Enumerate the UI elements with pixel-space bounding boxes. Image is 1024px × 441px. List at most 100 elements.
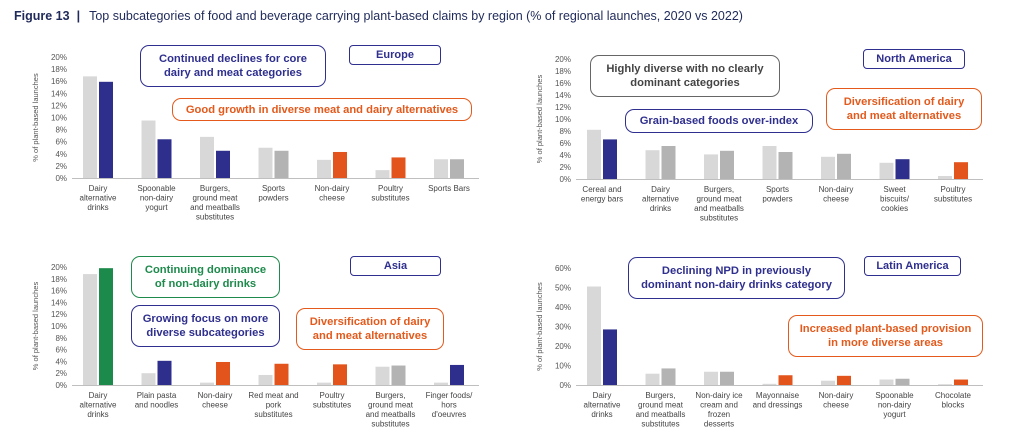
category-label: yogurt (883, 410, 906, 419)
category-label: substitutes (700, 214, 738, 223)
bar-2022 (720, 371, 734, 385)
callout-line: Declining NPD in previously (661, 265, 812, 277)
y-tick-label: 14% (555, 91, 571, 100)
bar-2022 (450, 159, 464, 178)
category-label: and meatballs (636, 410, 686, 419)
category-label: Spoonable (137, 184, 176, 193)
category-label: Sports (262, 184, 285, 193)
bar-2020 (141, 120, 156, 178)
chart-europe: 0% 2% 4% 6% 8% 10% 12% 14% 16% 18% 20% % of plant-b… (31, 53, 479, 222)
y-tick-label: 8% (55, 126, 67, 135)
chart-north-america: 0% 2% 4% 6% 8% 10% 12% 14% 16% 18% 20% % of plant-b… (535, 55, 983, 223)
y-tick-label: 60% (555, 264, 571, 273)
y-tick-label: 6% (55, 138, 67, 147)
callout-line: dominant categories (630, 77, 740, 89)
category-label: ground meat (368, 401, 414, 410)
category-label: Non-dairy (819, 185, 854, 194)
category-label: alternative (642, 195, 679, 204)
category-label: Non-dairy ice (695, 391, 743, 400)
category-label: Spoonable (875, 391, 914, 400)
category-label: Plain pasta (137, 391, 177, 400)
bar-2022 (954, 379, 968, 385)
y-tick-label: 0% (55, 174, 67, 183)
y-tick-label: 4% (559, 151, 571, 160)
callout-na-diversification: Diversification of dairy and meat alterna… (826, 88, 982, 130)
category-label: Burgers, (704, 185, 734, 194)
bar-2020 (938, 384, 952, 385)
category-label: Poultry (941, 185, 966, 194)
bar-2020 (200, 136, 214, 178)
category-label: Poultry (378, 184, 403, 193)
category-label: Burgers, (375, 391, 405, 400)
category-label: drinks (650, 204, 671, 213)
category-label: substitutes (371, 420, 409, 429)
category-label: non-dairy (878, 401, 911, 410)
y-tick-label: 20% (51, 53, 67, 62)
y-tick-label: 6% (559, 139, 571, 148)
bar-2020 (704, 371, 718, 385)
bar-2020 (587, 286, 601, 385)
category-label: Dairy (593, 391, 612, 400)
category-label: drinks (591, 410, 612, 419)
bar-2020 (938, 176, 952, 179)
y-tick-label: 30% (555, 323, 571, 332)
bar-2020 (879, 379, 894, 385)
category-label: pork (266, 401, 283, 410)
y-tick-label: 10% (555, 115, 571, 124)
category-label: ground meat (638, 401, 684, 410)
bar-2020 (821, 156, 835, 179)
bar-2020 (434, 159, 448, 178)
callout-line: Good growth in diverse meat and dairy al… (185, 103, 459, 116)
category-label: Non-dairy (315, 184, 350, 193)
category-label: Sports (766, 185, 789, 194)
region-label-latin-america: Latin America (864, 256, 961, 276)
y-tick-label: 16% (555, 79, 571, 88)
bar-2020 (587, 129, 601, 179)
category-label: biscuits/ (880, 195, 910, 204)
category-label: powders (258, 194, 288, 203)
bar-2022 (157, 360, 172, 385)
category-label: Burgers, (200, 184, 230, 193)
category-label: non-dairy (140, 194, 173, 203)
category-label: substitutes (313, 401, 351, 410)
y-tick-label: 8% (55, 334, 67, 343)
bar-2020 (200, 382, 214, 385)
y-tick-label: 8% (559, 127, 571, 136)
callout-asia-diversification: Diversification of dairy and meat alterna… (296, 308, 444, 350)
bar-2022 (391, 157, 406, 178)
figure-label: Figure 13 (14, 9, 70, 23)
bar-2022 (778, 375, 793, 385)
bar-2022 (837, 375, 851, 385)
bar-2022 (216, 150, 230, 178)
y-tick-label: 14% (51, 298, 67, 307)
y-axis-label: % of plant-based launches (31, 282, 40, 371)
bar-2022 (274, 363, 289, 385)
category-label: cookies (881, 204, 908, 213)
y-axis-label: % of plant-based launches (535, 282, 544, 371)
bar-2020 (762, 146, 777, 179)
figure-header: Figure 13 | Top subcategories of food and … (14, 9, 1014, 27)
callout-la-increased: Increased plant-based provision in more d… (788, 315, 983, 357)
bar-2022 (157, 139, 172, 178)
category-label: Poultry (320, 391, 345, 400)
category-label: Cereal and (582, 185, 621, 194)
bar-2022 (954, 162, 968, 179)
callout-line: Increased plant-based provision (799, 323, 972, 335)
category-label: Finger foods/ (426, 391, 473, 400)
callout-line: and meat alternatives (312, 330, 428, 342)
callout-line: dairy and meat categories (163, 67, 303, 79)
category-label: and dressings (753, 401, 803, 410)
panel-asia: 0% 2% 4% 6% 8% 10% 12% 14% 16% 18% 20% % of plant-b… (0, 248, 500, 441)
category-label: and meatballs (190, 203, 240, 212)
y-tick-label: 4% (55, 357, 67, 366)
region-label-north-america: North America (863, 49, 965, 69)
y-tick-label: 2% (55, 162, 67, 171)
y-tick-label: 0% (55, 381, 67, 390)
panel-europe: 0% 2% 4% 6% 8% 10% 12% 14% 16% 18% 20% % of plant-b… (0, 40, 500, 235)
bar-2022 (895, 378, 910, 385)
category-label: frozen (708, 410, 730, 419)
bar-2022 (333, 364, 347, 385)
category-label: Dairy (89, 391, 108, 400)
y-tick-label: 16% (51, 287, 67, 296)
category-label: energy bars (581, 195, 623, 204)
